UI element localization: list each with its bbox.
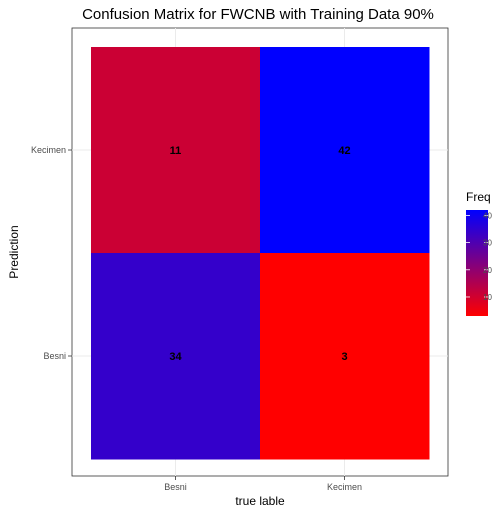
legend-tick-label: 40 (483, 211, 492, 220)
cell-value-label: 11 (170, 145, 182, 157)
cell-value-label: 34 (169, 351, 182, 363)
heatmap-cell (91, 253, 261, 460)
cell-value-labels: 11 42 34 3 (169, 145, 350, 363)
legend-ticks: 40 30 20 10 (466, 211, 492, 302)
x-axis-ticks: Besni Kecimen (164, 476, 362, 492)
x-axis-title: true lable (235, 494, 285, 508)
heatmap-cell (260, 47, 430, 254)
legend-colorbar (466, 210, 488, 316)
heatmap-cells (91, 47, 430, 460)
heatmap-cell (91, 47, 261, 254)
chart-title: Confusion Matrix for FWCNB with Training… (82, 6, 434, 23)
y-axis-ticks: Besni Kecimen (31, 145, 72, 361)
legend-tick-label: 30 (483, 239, 492, 248)
x-tick-label: Kecimen (327, 482, 362, 492)
legend-title: Freq (466, 190, 491, 204)
cell-value-label: 42 (338, 145, 350, 157)
x-tick-label: Besni (164, 482, 187, 492)
y-axis-title: Prediction (7, 225, 21, 278)
heatmap-cell (260, 253, 430, 460)
y-tick-label: Kecimen (31, 145, 66, 155)
cell-value-label: 3 (341, 351, 347, 363)
legend-tick-label: 10 (483, 293, 492, 302)
y-tick-label: Besni (43, 351, 66, 361)
legend-tick-label: 20 (483, 266, 492, 275)
